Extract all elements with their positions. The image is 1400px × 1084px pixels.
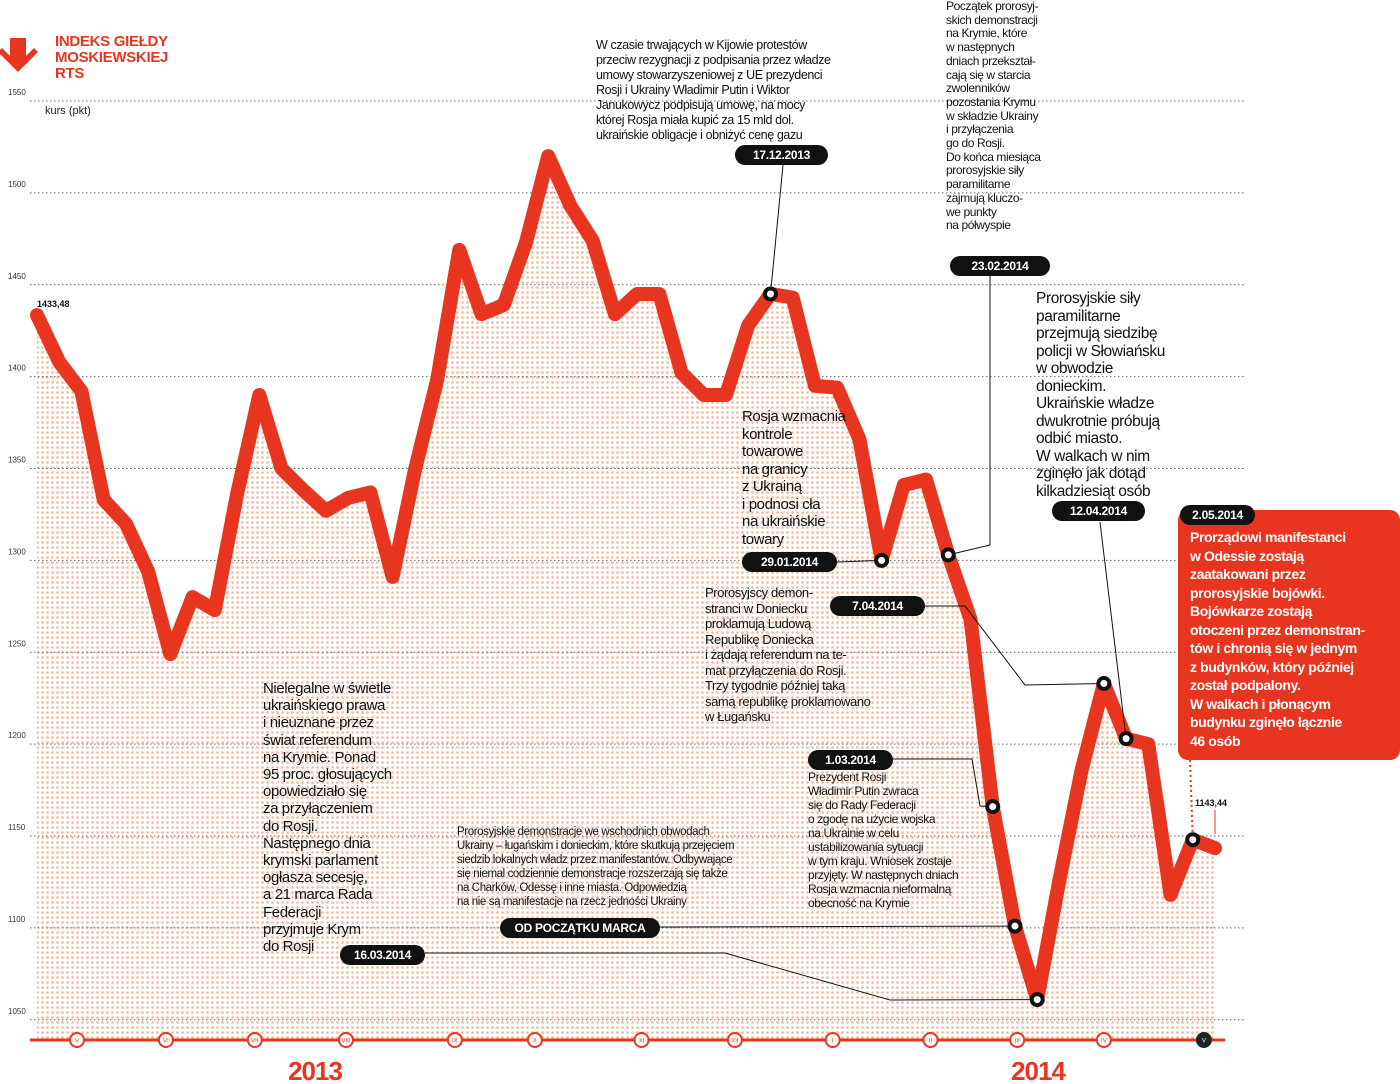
y-tick-label: 1450: [8, 272, 26, 281]
leader-line: [1189, 759, 1194, 840]
x-tick-marker: [824, 1032, 841, 1048]
leader-line: [659, 925, 1015, 928]
area-fill: [37, 156, 1215, 1040]
annotation-date: 12.04.2014: [1052, 501, 1145, 521]
x-tick-label: VI: [163, 1039, 169, 1045]
event-marker: [1029, 992, 1045, 1008]
x-tick-marker: [922, 1032, 939, 1048]
leader-line: [1099, 521, 1127, 739]
event-marker: [1185, 832, 1201, 848]
x-tick-marker: [446, 1032, 463, 1048]
x-tick-label: IV: [1101, 1039, 1107, 1045]
x-tick-label: VII: [251, 1039, 259, 1045]
leader-line: [948, 276, 991, 556]
x-tick-label: V: [1202, 1039, 1206, 1045]
y-tick-label: 1350: [8, 456, 26, 465]
annotation-text: Prorosyjscy demon- stranci w Doniecku pr…: [705, 585, 871, 724]
x-tick-label: I: [832, 1039, 834, 1045]
value-label: 1433,48: [37, 299, 70, 309]
annotation-date: 7.04.2014: [830, 596, 925, 616]
annotation-date: OD POCZĄTKU MARCA: [500, 918, 660, 938]
year-label: 2013: [288, 1056, 342, 1084]
annotation-date: 23.02.2014: [950, 256, 1050, 276]
event-marker: [1007, 918, 1023, 934]
x-tick-marker: [1195, 1032, 1212, 1048]
chart-title: INDEKS GIEŁDY MOSKIEWSKIEJ RTS: [55, 33, 169, 82]
value-label: 1143,44: [1195, 798, 1227, 808]
y-tick-label: 1550: [8, 88, 26, 97]
x-tick-marker: [246, 1032, 263, 1048]
annotation-text: Rosja wzmacnia kontrole towarowe na gran…: [742, 408, 846, 548]
annotation-text: W czasie trwających w Kijowie protestów …: [596, 38, 831, 142]
x-tick-label: IX: [452, 1039, 458, 1045]
x-tick-marker: [1009, 1032, 1026, 1048]
annotation-text: Nielegalne w świetle ukraińskiego prawa …: [263, 680, 392, 956]
y-tick-label: 1500: [8, 180, 26, 189]
event-box: [1178, 510, 1400, 760]
title-arrow: [0, 38, 38, 72]
leader-line: [425, 952, 1038, 1001]
x-tick-marker: [69, 1032, 86, 1048]
x-tick-marker: [726, 1032, 743, 1048]
annotation-date: 2.05.2014: [1180, 505, 1255, 525]
x-tick-label: III: [1015, 1039, 1020, 1045]
leader-line: [925, 605, 1104, 686]
event-marker: [762, 286, 778, 302]
event-marker: [1096, 676, 1112, 692]
y-tick-label: 1100: [8, 915, 26, 924]
annotation-text: Prorosyjskie siły paramilitarne przejmuj…: [1036, 290, 1165, 500]
x-tick-marker: [526, 1032, 543, 1048]
y-tick-label: 1300: [8, 547, 26, 556]
x-tick-marker: [633, 1032, 650, 1048]
x-tick-label: II: [929, 1039, 933, 1045]
x-tick-label: XI: [639, 1039, 645, 1045]
x-tick-label: X: [533, 1039, 537, 1045]
x-tick-label: V: [75, 1039, 79, 1045]
leader-line: [769, 164, 784, 294]
annotation-date: 29.01.2014: [742, 552, 837, 572]
y-tick-label: 1150: [8, 823, 26, 832]
annotation-date: 1.03.2014: [808, 750, 893, 770]
x-tick-marker: [157, 1032, 174, 1048]
year-label: 2014: [1011, 1056, 1066, 1084]
annotation-text: Prezydent Rosji Władimir Putin zwraca si…: [808, 770, 959, 910]
annotation-date: 16.03.2014: [340, 945, 425, 965]
event-marker: [985, 799, 1001, 815]
y-tick-label: 1200: [8, 731, 26, 740]
annotation-text: Początek prorosyj- skich demonstracji na…: [946, 0, 1041, 233]
x-tick-label: XII: [731, 1039, 739, 1045]
annotation-text: Prorosyjskie demonstracje we wschodnich …: [457, 826, 735, 908]
y-tick-label: 1400: [8, 364, 26, 373]
x-tick-marker: [1095, 1032, 1112, 1048]
y-axis-label: kurs (pkt): [45, 105, 91, 117]
x-tick-label: VIII: [341, 1039, 350, 1045]
data-line: [30, 149, 1222, 1007]
x-tick-marker: [337, 1032, 354, 1048]
annotation-date: 17.12.2013: [735, 145, 828, 165]
annotation-text: Prorządowi manifestanci w Odessie zostaj…: [1190, 529, 1365, 749]
event-marker: [874, 552, 890, 568]
y-tick-label: 1250: [8, 639, 26, 648]
event-marker: [940, 547, 956, 563]
y-tick-label: 1050: [8, 1007, 26, 1016]
event-marker: [1118, 731, 1134, 747]
